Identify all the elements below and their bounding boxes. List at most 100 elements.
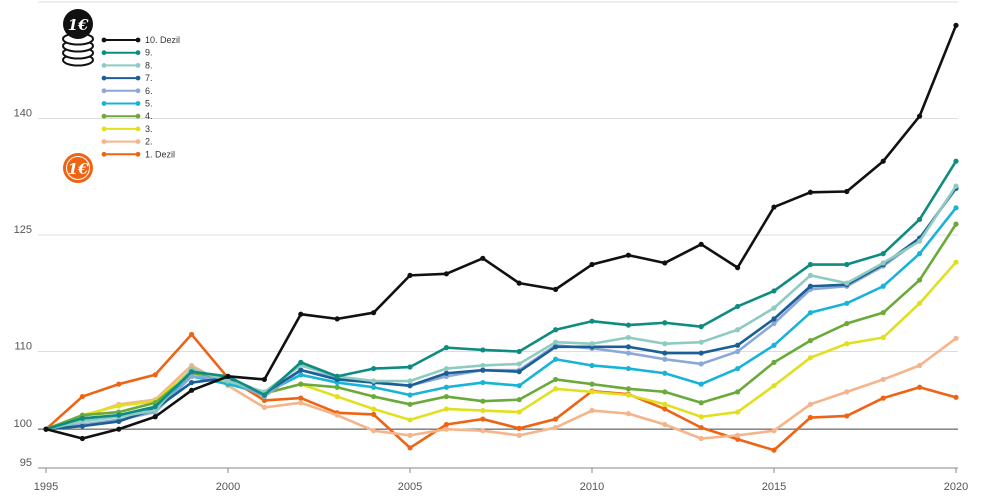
y-tick-label-95: 95 (20, 457, 32, 469)
point-5-2017 (844, 300, 850, 306)
point-5-2019 (917, 251, 923, 257)
point-1-dezil-2007 (480, 416, 486, 422)
legend-label: 9. (145, 48, 153, 58)
point-10-dezil-2006 (443, 271, 449, 277)
point-4-2015 (771, 359, 777, 365)
point-8-2019 (917, 238, 923, 244)
point-2-2014 (735, 432, 741, 438)
point-2-2008 (516, 432, 522, 438)
point-9-1997 (116, 412, 122, 418)
point-5-2012 (662, 370, 668, 376)
series-line-2 (44, 336, 958, 440)
point-10-dezil-2009 (553, 286, 559, 292)
point-3-2013 (698, 414, 704, 420)
point-8-2008 (516, 361, 522, 367)
point-10-dezil-2005 (407, 272, 413, 278)
single-coin-icon: 1€ (63, 153, 93, 183)
legend-swatch-start (101, 37, 107, 43)
legend-swatch-start (101, 126, 107, 132)
point-10-dezil-2020 (953, 22, 959, 28)
point-7-2002 (298, 367, 304, 373)
series-line-1-dezil (44, 333, 958, 452)
point-10-dezil-2010 (589, 261, 595, 268)
legend-swatch-start (101, 75, 107, 81)
point-7-1996 (79, 423, 85, 429)
point-10-dezil-2012 (662, 260, 668, 266)
legend-item-8: 8. (101, 60, 153, 70)
legend-label: 3. (145, 124, 153, 134)
point-6-1999 (189, 373, 195, 379)
point-3-2020 (953, 259, 959, 265)
point-6-2011 (625, 350, 632, 356)
point-9-2014 (735, 303, 741, 310)
point-3-2010 (589, 389, 595, 395)
legend-swatch-end (135, 113, 141, 119)
legend-label: 2. (145, 137, 153, 147)
point-8-2017 (844, 280, 850, 286)
legend-item-7: 7. (101, 73, 153, 83)
legend-swatch-end (135, 126, 141, 132)
point-9-2018 (880, 251, 886, 257)
point-3-1997 (116, 403, 122, 409)
point-8-2009 (553, 339, 559, 345)
point-6-2013 (698, 361, 704, 367)
point-10-dezil-2000 (225, 373, 231, 379)
point-7-2013 (698, 350, 704, 356)
point-2-2011 (625, 411, 632, 417)
point-1-dezil-2018 (880, 395, 886, 401)
point-6-2012 (662, 356, 668, 362)
series-line-7 (44, 187, 958, 431)
y-tick-label-155: 155 (14, 0, 32, 3)
point-8-2004 (371, 378, 377, 384)
point-9-1999 (189, 369, 195, 375)
legend-label: 4. (145, 111, 153, 121)
point-9-2002 (298, 359, 304, 365)
point-5-2009 (553, 356, 559, 362)
y-tick-label-110: 110 (14, 341, 32, 353)
point-7-2008 (516, 369, 522, 375)
point-5-2002 (298, 372, 304, 378)
legend-swatch-start (101, 88, 107, 94)
point-2-2010 (589, 407, 595, 414)
point-10-dezil-2018 (880, 158, 886, 164)
point-8-2014 (735, 327, 741, 333)
legend-item-9: 9. (101, 48, 153, 58)
point-4-2002 (298, 381, 304, 387)
point-10-dezil-2015 (771, 204, 777, 210)
series-line-6 (44, 185, 958, 431)
series-8 (43, 183, 959, 432)
point-4-2018 (880, 310, 886, 316)
point-8-2020 (953, 183, 959, 189)
point-1-dezil-2016 (807, 414, 814, 421)
point-4-2008 (516, 397, 522, 403)
point-4-2009 (553, 376, 559, 383)
legend-swatch-end (135, 139, 141, 145)
point-1-dezil-1997 (116, 381, 122, 387)
point-10-dezil-1996 (79, 435, 85, 442)
legend-label: 1. Dezil (145, 149, 175, 159)
point-5-2013 (698, 381, 704, 387)
legend-swatch-end (135, 88, 141, 94)
y-axis-labels: 95 100 110 125 140 155 (14, 0, 32, 469)
series-line-8 (44, 184, 958, 431)
point-1-dezil-1996 (79, 393, 85, 400)
x-tick-label-2015: 2015 (762, 481, 786, 493)
legend-swatch-end (135, 50, 141, 56)
legend-item-6: 6. (101, 86, 153, 96)
point-10-dezil-1997 (116, 426, 122, 432)
legend-swatch-start (101, 50, 107, 56)
point-4-2011 (625, 386, 632, 392)
point-5-2010 (589, 362, 595, 369)
point-9-2004 (371, 365, 377, 372)
point-5-2016 (807, 310, 814, 316)
point-3-2014 (735, 409, 741, 415)
point-3-2016 (807, 355, 814, 361)
point-7-2014 (735, 342, 741, 348)
point-2-2005 (407, 432, 413, 438)
point-5-2011 (625, 365, 632, 372)
x-tick-label-2005: 2005 (398, 481, 422, 493)
point-8-2006 (443, 365, 449, 372)
legend-swatch-start (101, 151, 107, 157)
point-2-2019 (917, 362, 923, 369)
x-axis-labels: 1995 2000 2005 2010 2015 2020 (34, 481, 968, 493)
